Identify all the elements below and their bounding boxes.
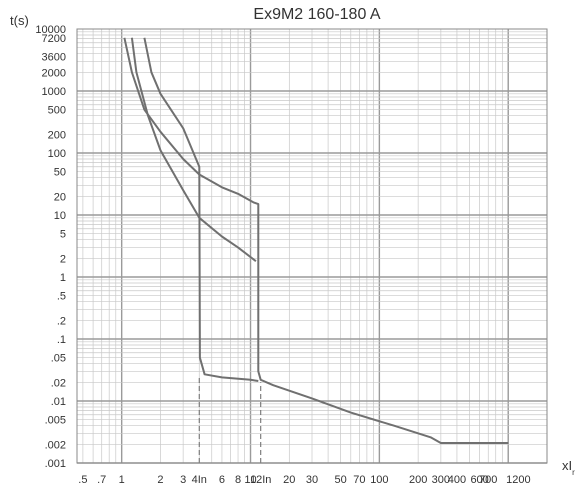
series-line-1 [123,37,509,444]
x-tick-label: 6 [219,474,225,486]
x-tick-label: 12In [250,474,271,486]
x-tick-label: 300 [432,474,450,486]
x-tick-label: 1 [119,474,125,486]
x-tick-label: 4In [192,474,207,486]
x-tick-label: 200 [409,474,427,486]
y-tick-label: 3600 [42,52,66,64]
y-tick-label: 1000 [42,86,66,98]
y-tick-label: 500 [48,105,66,117]
x-tick-label: 700 [479,474,497,486]
x-tick-label: 30 [306,474,318,486]
x-tick-label: 8 [235,474,241,486]
grid [77,29,548,464]
reference-lines [198,376,262,463]
x-tick-label: 100 [370,474,388,486]
x-axis-label: xIr [562,458,575,477]
x-tick-label: 1200 [506,474,530,486]
y-tick-label: .1 [57,334,66,346]
x-tick-label: 600 [470,474,488,486]
series-line-3 [130,37,257,262]
y-tick-label: 20 [54,191,66,203]
x-tick-label: 20 [283,474,295,486]
y-tick-label: 200 [48,129,66,141]
y-tick-label: 10 [54,210,66,222]
x-tick-label: 2 [157,474,163,486]
y-tick-label: .02 [51,377,66,389]
x-tick-label: 400 [448,474,466,486]
x-tick-label: 50 [334,474,346,486]
y-tick-label: 100 [48,148,66,160]
x-tick-label: .5 [78,474,87,486]
plot-frame [76,28,548,464]
x-tick-label: 10 [244,474,256,486]
y-tick-label: .5 [57,291,66,303]
series-group [123,37,509,444]
y-tick-label: 2000 [42,67,66,79]
y-tick-label: .05 [51,353,66,365]
y-tick-label: 7200 [42,33,66,45]
y-tick-label: 10000 [35,24,66,36]
y-tick-label: .2 [57,315,66,327]
y-tick-label: 1 [60,272,66,284]
y-tick-label: 50 [54,167,66,179]
y-tick-label: 5 [60,229,66,241]
y-tick-label: .001 [45,458,66,470]
x-axis-label-subscript: r [572,468,575,477]
y-tick-label: .005 [45,415,66,427]
x-tick-label: .7 [97,474,106,486]
y-axis-label: t(s) [10,13,29,28]
y-tick-label: .002 [45,439,66,451]
x-tick-label: 70 [353,474,365,486]
y-tick-label: .01 [51,396,66,408]
series-line-2 [143,37,259,382]
x-tick-label: 3 [180,474,186,486]
y-tick-label: 2 [60,253,66,265]
chart-title: Ex9M2 160-180 A [253,6,381,23]
x-axis-label-main: xI [562,458,572,473]
